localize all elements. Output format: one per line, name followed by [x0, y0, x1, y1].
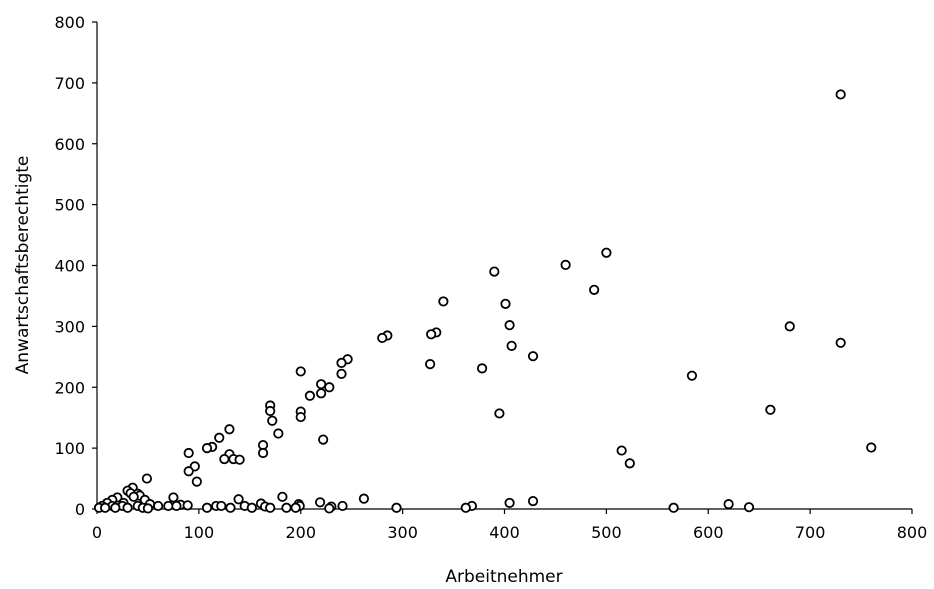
data-point: [182, 500, 193, 511]
data-point: [316, 379, 327, 390]
x-tick-label: 200: [285, 523, 316, 542]
data-point: [377, 332, 388, 344]
y-tick-label: 0: [75, 500, 85, 519]
y-tick-label: 800: [54, 13, 85, 32]
y-tick-label: 600: [54, 135, 85, 154]
data-point: [504, 497, 515, 509]
data-point: [273, 428, 284, 439]
data-point: [122, 502, 133, 513]
data-point: [201, 443, 213, 454]
y-tick-label: 200: [54, 378, 85, 397]
data-point: [601, 247, 612, 258]
data-point: [257, 447, 269, 459]
data-point: [183, 466, 194, 477]
data-point: [234, 454, 245, 465]
data-point: [128, 491, 139, 502]
data-point: [225, 502, 236, 513]
x-tick-label: 300: [387, 523, 418, 542]
data-point: [267, 415, 278, 426]
y-tick-label: 100: [54, 439, 85, 458]
data-point: [316, 388, 327, 399]
data-point: [153, 500, 164, 512]
data-point: [277, 491, 288, 502]
data-point: [315, 497, 326, 508]
data-point: [358, 493, 370, 504]
data-point: [460, 502, 471, 513]
data-point: [336, 368, 347, 379]
data-point: [191, 476, 202, 487]
data-point: [295, 366, 306, 377]
data-point: [489, 266, 500, 277]
data-point: [295, 411, 306, 423]
data-point: [723, 499, 734, 510]
data-point: [500, 298, 511, 309]
data-point: [171, 500, 182, 512]
data-point: [183, 447, 194, 459]
data-point: [110, 502, 121, 513]
x-tick-label: 800: [897, 523, 928, 542]
data-point: [281, 502, 292, 513]
data-point: [336, 357, 347, 368]
data-point: [337, 500, 348, 512]
data-point: [224, 424, 235, 435]
data-point: [304, 390, 316, 401]
data-point: [765, 404, 776, 415]
data-point: [506, 340, 517, 351]
data-point: [527, 495, 539, 507]
data-point: [784, 321, 795, 332]
data-point: [246, 502, 257, 513]
y-tick-label: 300: [54, 317, 85, 336]
data-point: [265, 405, 276, 417]
data-point: [624, 458, 635, 469]
data-point: [219, 453, 230, 465]
y-axis-title: Anwartschaftsberechtigte: [13, 156, 33, 375]
data-point: [476, 363, 488, 374]
x-tick-label: 400: [489, 523, 520, 542]
data-point: [438, 296, 449, 307]
y-tick-label: 500: [54, 196, 85, 215]
data-point: [163, 500, 174, 512]
data-point: [560, 259, 571, 270]
x-tick-label: 0: [92, 523, 102, 542]
data-point: [168, 492, 179, 503]
data-point: [425, 359, 436, 370]
data-point: [324, 503, 335, 514]
data-point: [216, 500, 227, 512]
y-tick-label: 400: [54, 257, 85, 276]
x-tick-label: 500: [591, 523, 622, 542]
data-point: [504, 320, 515, 331]
data-point: [589, 284, 600, 295]
data-point: [743, 502, 755, 513]
x-tick-label: 600: [693, 523, 724, 542]
x-tick-label: 100: [184, 523, 215, 542]
data-point: [391, 502, 402, 513]
data-point: [616, 445, 627, 456]
x-axis-title: Arbeitnehmer: [445, 567, 562, 587]
data-point: [866, 442, 877, 453]
data-point: [142, 503, 154, 514]
data-point: [141, 473, 153, 484]
data-point: [233, 494, 244, 505]
data-point: [318, 434, 329, 445]
data-point: [201, 502, 213, 513]
data-point: [835, 89, 846, 100]
data-point: [686, 370, 698, 381]
data-point: [100, 502, 111, 513]
data-point: [668, 502, 679, 513]
x-tick-label: 700: [795, 523, 826, 542]
data-point: [494, 408, 505, 419]
axes: 0 100 200 300 400 500 600 700 800 0 100 200 300 400 50…: [54, 13, 927, 542]
data-point: [426, 329, 437, 340]
data-point: [527, 351, 539, 362]
data-point: [290, 502, 301, 513]
y-tick-label: 700: [54, 74, 85, 93]
data-points: [93, 89, 877, 514]
data-point: [324, 382, 335, 393]
data-point: [265, 502, 276, 513]
data-point: [835, 337, 846, 348]
data-point: [214, 432, 225, 443]
